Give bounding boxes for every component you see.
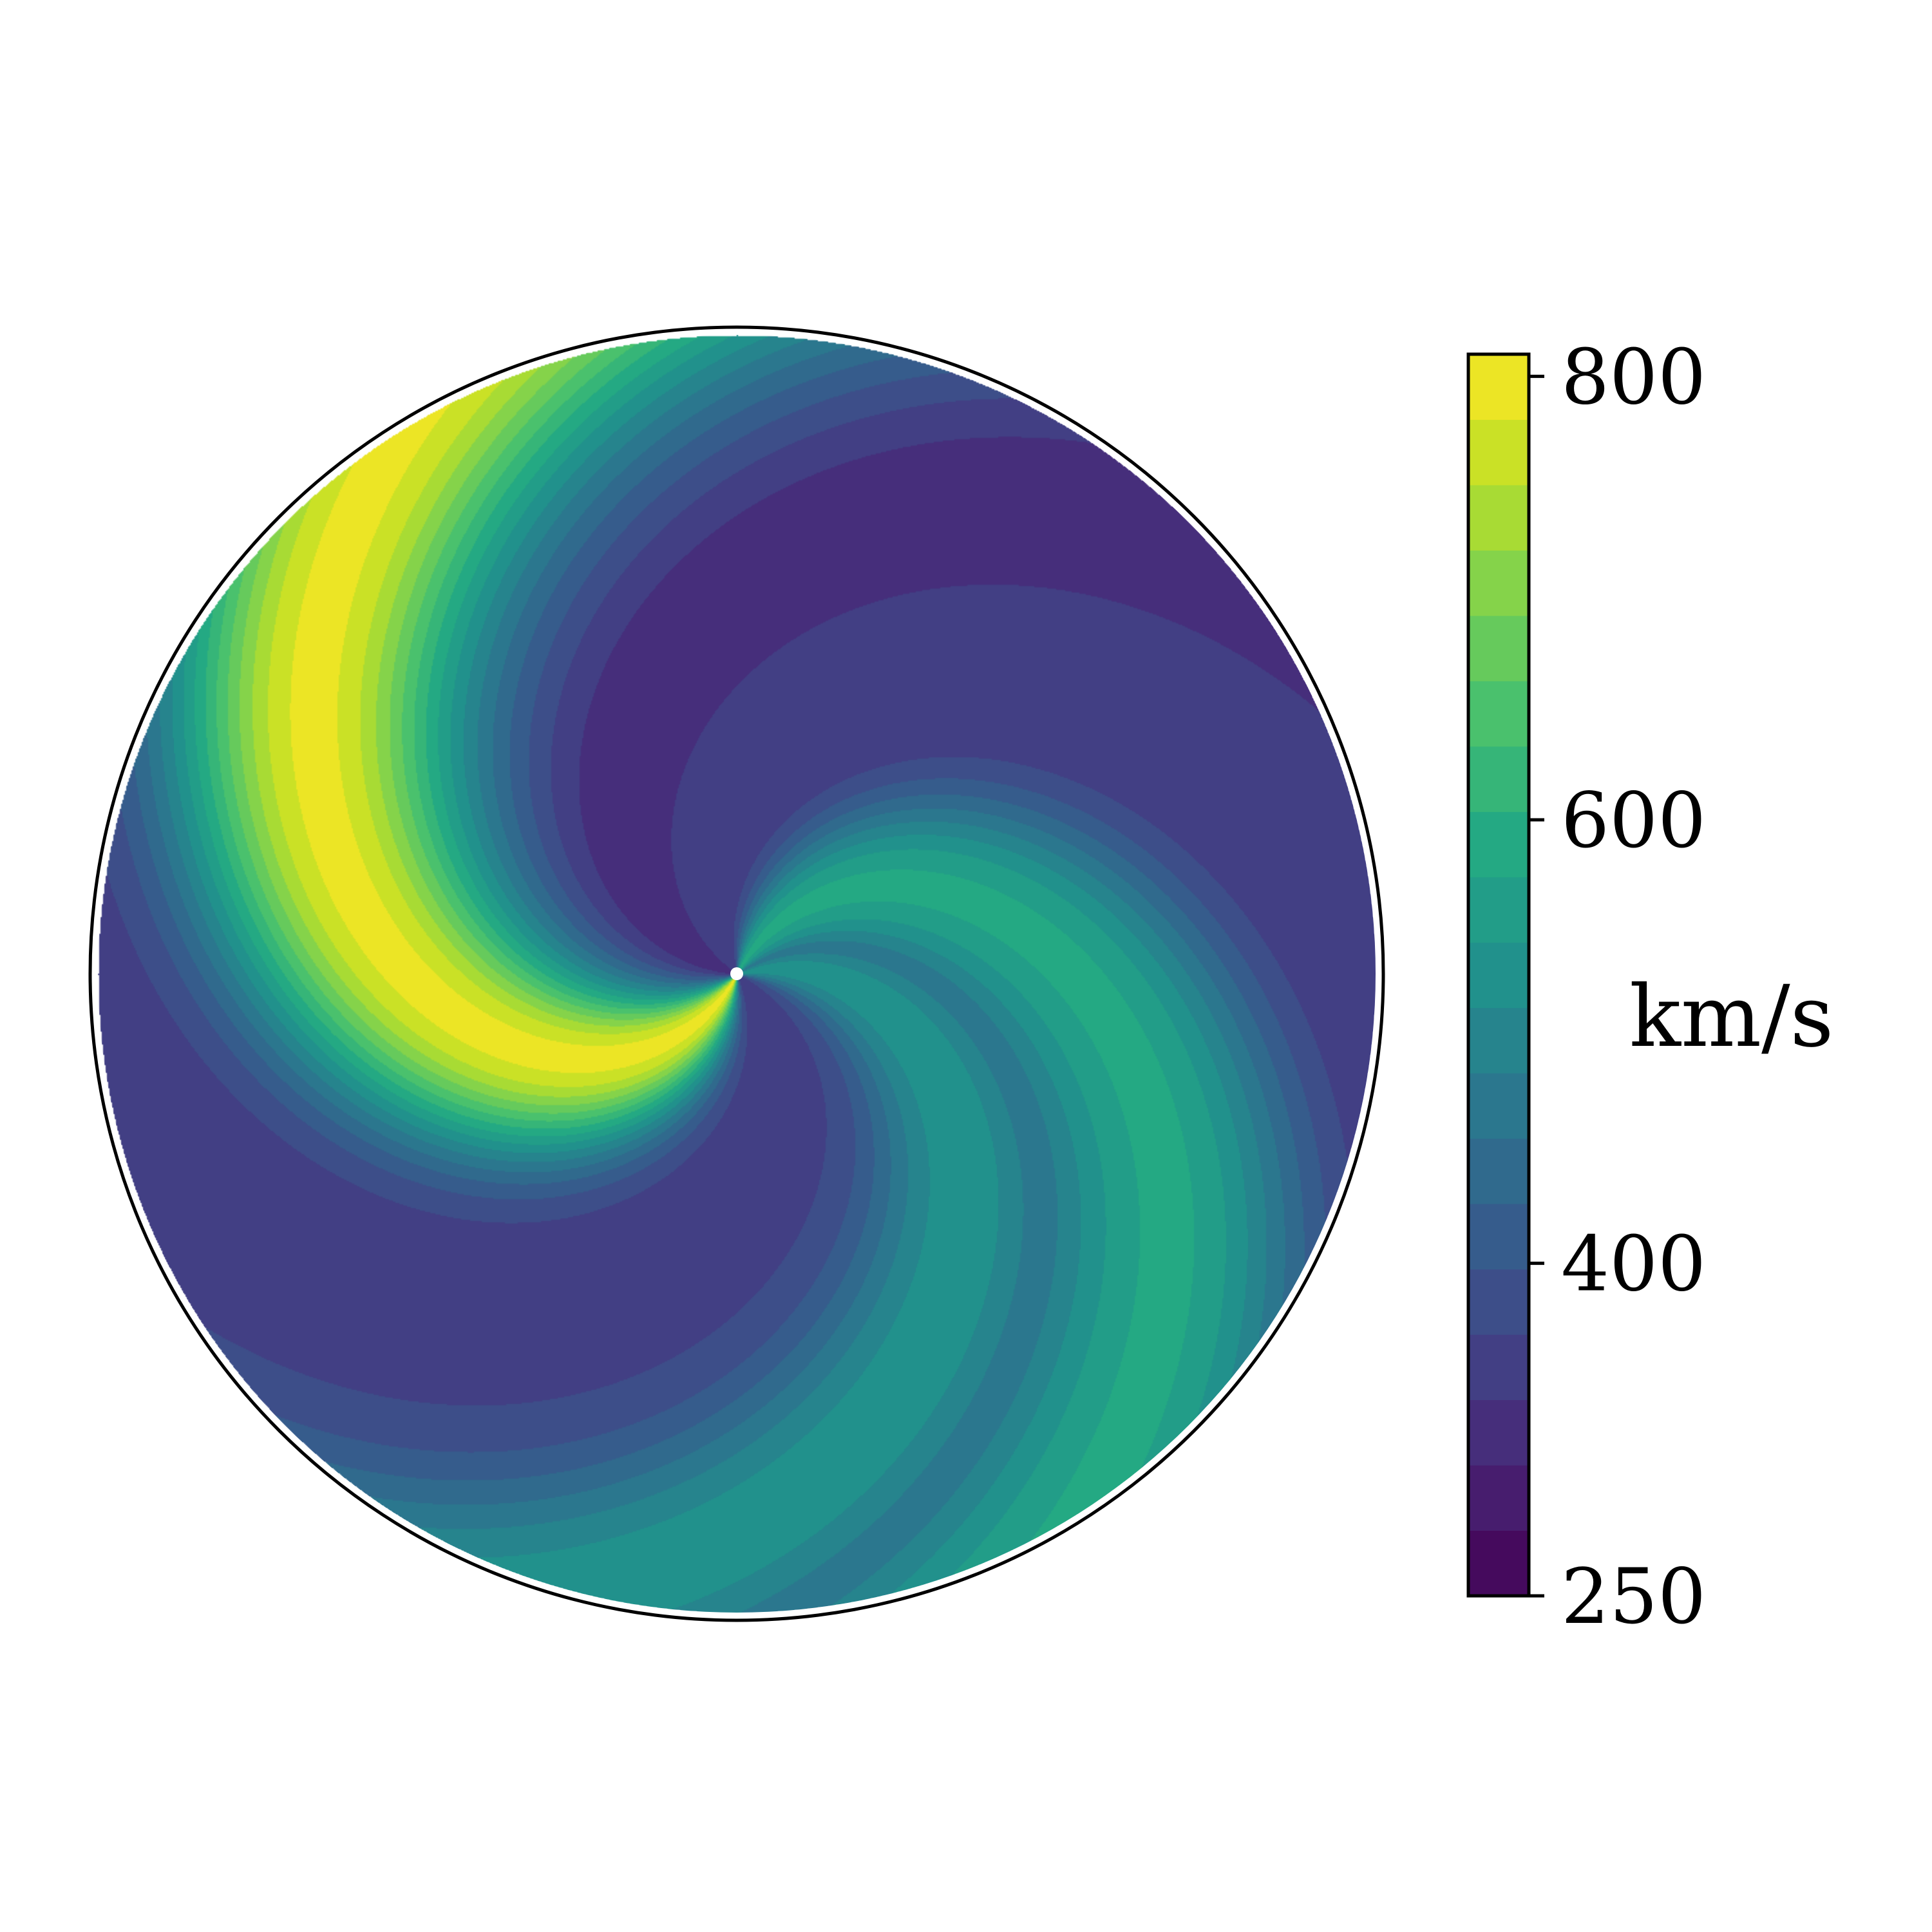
polar-axis-outline	[88, 325, 1385, 1622]
colorbar-tick-label: 800	[1561, 332, 1706, 421]
colorbar-band	[1468, 1204, 1529, 1270]
colorbar-ticks: 250 400 600 800	[1529, 332, 1706, 1641]
colorbar-outline	[1466, 352, 1531, 1598]
colorbar-band	[1468, 615, 1529, 681]
colorbar-band	[1468, 1334, 1529, 1401]
colorbar-band	[1468, 484, 1529, 551]
colorbar-tick-label: 400	[1561, 1220, 1706, 1309]
colorbar-band	[1468, 811, 1529, 878]
colorbar-label: km/s	[1629, 967, 1833, 1066]
colorbar-band	[1468, 419, 1529, 486]
pole-marker	[730, 967, 743, 980]
colorbar-band	[1468, 681, 1529, 747]
colorbar-band	[1468, 876, 1529, 943]
colorbar-band	[1468, 1007, 1529, 1074]
colorbar-band	[1468, 1530, 1529, 1596]
colorbar-tick-label: 250	[1561, 1552, 1706, 1641]
colorbar-tick-label: 600	[1561, 776, 1706, 865]
colorbar-band	[1468, 1465, 1529, 1531]
colorbar: 250 400 600 800 km/s	[1466, 332, 1833, 1641]
colorbar-band	[1468, 1073, 1529, 1139]
colorbar-band	[1468, 746, 1529, 812]
colorbar-band	[1468, 1138, 1529, 1204]
colorbar-band	[1468, 1399, 1529, 1466]
colorbar-band	[1468, 1269, 1529, 1335]
colorbar-band	[1468, 942, 1529, 1009]
colorbar-band	[1468, 354, 1529, 420]
colorbar-band	[1468, 550, 1529, 616]
colorbar-bands	[1468, 354, 1529, 1596]
